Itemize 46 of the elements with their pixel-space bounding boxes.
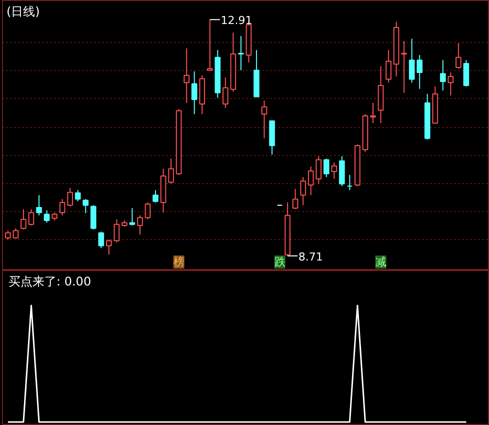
candlestick [152, 190, 158, 203]
candlestick [323, 158, 330, 178]
candlestick [168, 158, 174, 184]
candlestick [300, 176, 306, 206]
candlestick [386, 50, 392, 84]
candlestick [408, 38, 415, 84]
annotation: 8.71 [298, 250, 323, 264]
candlestick [261, 100, 268, 139]
candlestick [106, 239, 112, 256]
candlestick [74, 190, 81, 202]
candlestick [292, 188, 298, 210]
candlestick [28, 208, 34, 226]
candlestick [448, 72, 454, 96]
candlestick [370, 102, 376, 124]
candlestick [20, 208, 26, 230]
candlestick [206, 19, 213, 72]
candlestick [440, 60, 446, 91]
candlestick [137, 214, 143, 235]
chart-title: 买点来了: 0.00 [8, 274, 92, 288]
chart-title: (日线) [6, 4, 40, 18]
candlestick [238, 35, 244, 71]
candlestick [191, 70, 198, 115]
candlestick [59, 198, 66, 216]
candlestick [339, 156, 345, 187]
candlestick [463, 60, 470, 88]
candlestick [222, 77, 228, 108]
candlestick [144, 202, 151, 220]
candlestick [90, 204, 96, 230]
candlestick [129, 208, 136, 226]
annotation: 12.91 [220, 14, 252, 28]
candlestick [401, 40, 407, 94]
candlestick [98, 231, 104, 248]
candlestick [67, 187, 73, 207]
candlestick [114, 218, 120, 243]
candlestick [44, 210, 50, 224]
candlestick [456, 42, 462, 70]
candlestick [331, 162, 338, 180]
candlestick [12, 228, 19, 239]
candlestick [416, 54, 423, 90]
candlestick [82, 198, 89, 214]
annotation: 跌 [274, 256, 286, 268]
candlestick [36, 194, 42, 216]
candlestick [346, 174, 353, 191]
candlestick [184, 48, 190, 104]
annotation: 减 [375, 256, 386, 268]
annotation: 榜 [173, 256, 184, 268]
